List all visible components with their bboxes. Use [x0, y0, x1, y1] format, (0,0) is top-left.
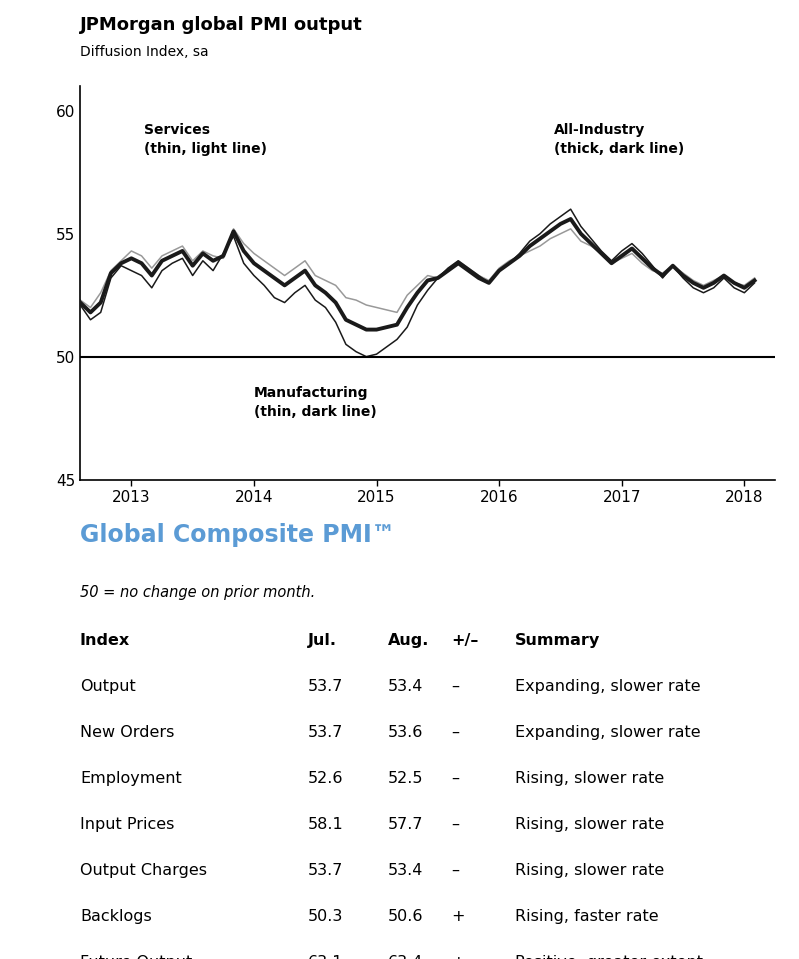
Text: –: – [451, 863, 459, 878]
Text: All-Industry
(thick, dark line): All-Industry (thick, dark line) [555, 123, 685, 155]
Text: Backlogs: Backlogs [80, 909, 152, 924]
Text: –: – [451, 679, 459, 694]
Text: Rising, slower rate: Rising, slower rate [515, 863, 665, 878]
Text: 53.7: 53.7 [308, 863, 343, 878]
Text: +: + [451, 955, 465, 959]
Text: 53.4: 53.4 [388, 863, 423, 878]
Text: 63.1: 63.1 [308, 955, 343, 959]
Text: Manufacturing
(thin, dark line): Manufacturing (thin, dark line) [254, 386, 377, 418]
Text: 53.7: 53.7 [308, 725, 343, 740]
Text: Diffusion Index, sa: Diffusion Index, sa [80, 45, 209, 59]
Text: New Orders: New Orders [80, 725, 174, 740]
Text: 57.7: 57.7 [388, 817, 423, 832]
Text: Future Output: Future Output [80, 955, 192, 959]
Text: 63.4: 63.4 [388, 955, 423, 959]
Text: +: + [451, 909, 465, 924]
Text: Input Prices: Input Prices [80, 817, 174, 832]
Text: Output Charges: Output Charges [80, 863, 207, 878]
Text: Global Composite PMI™: Global Composite PMI™ [80, 523, 396, 547]
Text: Rising, faster rate: Rising, faster rate [515, 909, 659, 924]
Text: 50.3: 50.3 [308, 909, 343, 924]
Text: 58.1: 58.1 [308, 817, 344, 832]
Text: Employment: Employment [80, 771, 181, 786]
Text: 50.6: 50.6 [388, 909, 423, 924]
Text: Jul.: Jul. [308, 633, 336, 648]
Text: 52.6: 52.6 [308, 771, 343, 786]
Text: Output: Output [80, 679, 136, 694]
Text: Positive, greater extent: Positive, greater extent [515, 955, 703, 959]
Text: 53.7: 53.7 [308, 679, 343, 694]
Text: 50 = no change on prior month.: 50 = no change on prior month. [80, 585, 315, 600]
Text: Expanding, slower rate: Expanding, slower rate [515, 679, 701, 694]
Text: 53.6: 53.6 [388, 725, 423, 740]
Text: Rising, slower rate: Rising, slower rate [515, 771, 665, 786]
Text: Aug.: Aug. [388, 633, 429, 648]
Text: Index: Index [80, 633, 130, 648]
Text: 53.4: 53.4 [388, 679, 423, 694]
Text: JPMorgan global PMI output: JPMorgan global PMI output [80, 15, 363, 34]
Text: Rising, slower rate: Rising, slower rate [515, 817, 665, 832]
Text: –: – [451, 771, 459, 786]
Text: Expanding, slower rate: Expanding, slower rate [515, 725, 701, 740]
Text: –: – [451, 725, 459, 740]
Text: Summary: Summary [515, 633, 601, 648]
Text: +/–: +/– [451, 633, 479, 648]
Text: 52.5: 52.5 [388, 771, 423, 786]
Text: –: – [451, 817, 459, 832]
Text: Services
(thin, light line): Services (thin, light line) [144, 123, 267, 155]
